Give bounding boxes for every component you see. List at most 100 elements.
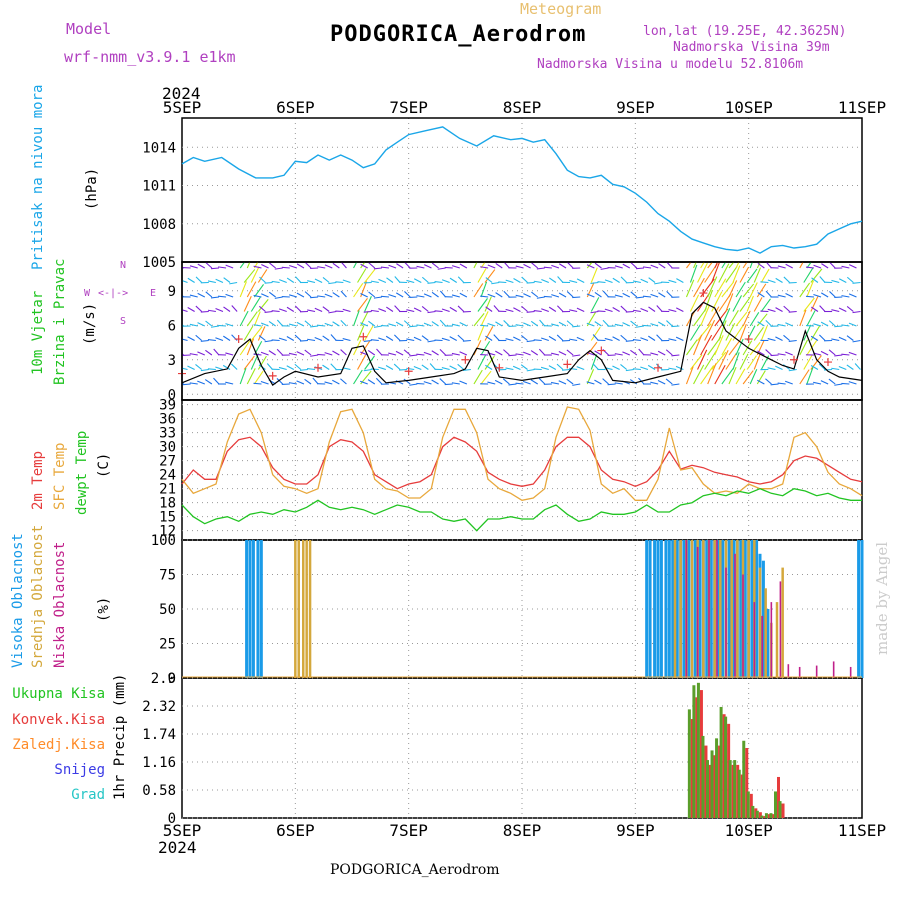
wind-barb	[551, 381, 560, 385]
wind-barb	[322, 335, 330, 341]
wind-barb	[480, 311, 489, 327]
wind-barb	[668, 279, 677, 284]
wind-barb	[523, 293, 531, 298]
wind-barb	[612, 307, 620, 312]
wind-barb	[753, 267, 762, 283]
wind-barb	[225, 352, 234, 356]
cloud-bar	[719, 540, 722, 678]
cloud-bar	[679, 540, 682, 678]
wind-barb	[431, 350, 439, 356]
cloud-bar	[736, 540, 739, 678]
wind-barb	[735, 281, 746, 298]
wind-barb	[416, 324, 425, 327]
wind-barb	[813, 264, 822, 269]
wind-barb	[602, 290, 609, 298]
wind-barb	[207, 368, 216, 371]
precip-bar	[763, 816, 767, 818]
wind-barb	[189, 294, 198, 298]
cloud-bar	[716, 540, 718, 678]
wind-barb	[675, 336, 684, 341]
wind-barb	[831, 338, 840, 342]
wind-barb	[473, 313, 485, 327]
wind-barb	[829, 262, 836, 269]
wind-barb	[253, 353, 262, 356]
wind-barb	[803, 354, 813, 370]
wind-barb	[266, 363, 273, 370]
wind-barb	[725, 352, 737, 370]
wind-barb	[848, 264, 857, 269]
wind-barb	[317, 266, 326, 269]
wind-barb	[811, 277, 819, 283]
cloud-bar	[747, 540, 750, 678]
wind-barb	[841, 265, 850, 269]
wind-barb	[205, 262, 213, 269]
wind-barb	[632, 280, 641, 284]
wind-barb	[353, 369, 363, 385]
wind-barb	[457, 334, 465, 341]
time-label-top: 7SEP	[389, 98, 428, 117]
wind-barb	[799, 339, 809, 356]
wind-barb	[831, 367, 840, 371]
wind-barb	[648, 335, 656, 341]
wind-barb	[725, 293, 734, 312]
wind-barb	[576, 278, 585, 283]
wind-barb	[783, 334, 790, 341]
wind-barb	[810, 335, 819, 341]
wind-barb	[427, 339, 436, 343]
wind-barb	[818, 334, 826, 341]
wind-barb	[239, 262, 246, 269]
wind-barb	[370, 368, 379, 371]
wind-barb	[704, 319, 716, 341]
precip-bar	[699, 690, 703, 818]
wind-barb	[548, 335, 557, 341]
wind-barb	[707, 363, 717, 385]
wind-barb	[756, 313, 768, 327]
wind-barb	[612, 277, 620, 283]
wind-barb	[622, 292, 631, 298]
wind-barb	[732, 352, 740, 370]
wind-barb	[394, 305, 401, 312]
wind-barb	[765, 290, 772, 298]
y-tick-label: 1008	[142, 217, 176, 233]
time-label-bottom: 9SEP	[616, 821, 655, 840]
cloud-bar	[764, 588, 767, 678]
wind-barb	[841, 382, 850, 385]
wind-barb	[317, 295, 326, 298]
wind-barb	[760, 298, 771, 312]
wind-barb	[204, 379, 213, 385]
wind-barb	[441, 367, 450, 371]
precip-bar	[737, 769, 741, 818]
wind-barb	[360, 322, 368, 327]
wind-barb	[395, 321, 404, 327]
wind-barb	[622, 263, 631, 269]
wind-barb	[480, 266, 489, 269]
cloud-bar	[294, 540, 297, 678]
precip-bar	[713, 755, 717, 818]
wind-barb	[614, 353, 623, 356]
wind-barb	[304, 349, 312, 356]
wind-barb	[536, 267, 545, 270]
wind-barb	[590, 354, 598, 370]
wind-barb	[693, 262, 697, 269]
wind-barb	[281, 266, 290, 269]
wind-barb	[520, 364, 528, 370]
cloud-bar	[753, 602, 756, 678]
wind-barb	[746, 295, 754, 312]
wind-barb	[556, 334, 564, 341]
wind-barb	[239, 310, 249, 327]
wind-barb	[215, 278, 224, 284]
wind-barb	[182, 383, 191, 386]
wind-barb	[477, 325, 485, 341]
wind-barb	[592, 334, 599, 341]
wind-barb	[689, 294, 700, 312]
wind-barb	[742, 262, 748, 269]
wind-barb	[515, 294, 524, 298]
wind-barb	[416, 353, 425, 356]
wind-barb	[760, 281, 769, 284]
precip-bar	[709, 764, 712, 818]
wind-barb	[820, 292, 829, 298]
wind-barb	[620, 364, 628, 370]
wind-barb	[630, 320, 638, 327]
coords-text: lon,lat (19.25E, 42.3625N)	[643, 24, 847, 39]
wind-barb	[404, 262, 411, 269]
